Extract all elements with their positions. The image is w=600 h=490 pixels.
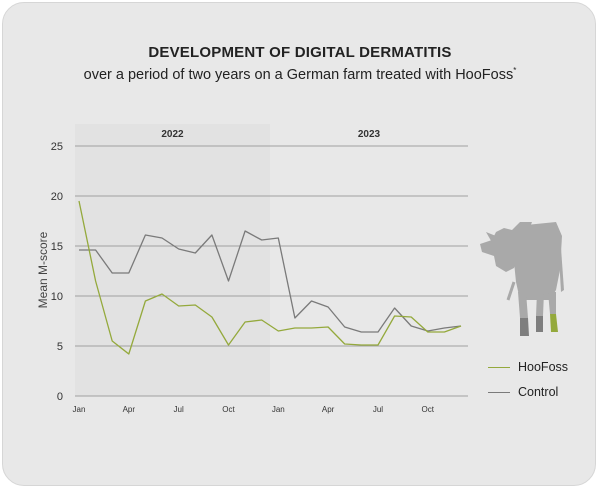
chart-title: DEVELOPMENT OF DIGITAL DERMATITIS: [148, 44, 452, 61]
year-label: 2022: [161, 129, 184, 140]
y-tick-label: 10: [51, 291, 63, 303]
legend-label-hoofoss: HooFoss: [518, 360, 569, 374]
year-label: 2023: [358, 129, 381, 140]
subtitle-text: over a period of two years on a German f…: [83, 66, 514, 83]
legend-item-control: Control: [488, 385, 558, 399]
legend-swatch-control: [488, 391, 510, 393]
subtitle-footnote-mark: *: [513, 66, 517, 75]
y-tick-label: 5: [57, 341, 63, 353]
x-tick-label: Apr: [123, 405, 136, 414]
x-tick-label: Jan: [272, 405, 285, 414]
y-tick-label: 20: [51, 191, 63, 203]
y-axis-label: Mean M-score: [36, 231, 50, 308]
year-2022-band: [75, 124, 270, 396]
series-line-hoofoss: [78, 200, 462, 355]
x-tick-label: Jan: [73, 405, 86, 414]
legend-swatch-hoofoss: [488, 366, 510, 368]
x-tick-label: Jul: [174, 405, 184, 414]
cow-silhouette-icon: [480, 222, 564, 336]
legend-item-hoofoss: HooFoss: [488, 360, 568, 374]
y-tick-label: 25: [51, 141, 63, 153]
x-tick-label: Oct: [222, 405, 235, 414]
legend-label-control: Control: [518, 385, 559, 399]
chart-subtitle: over a period of two years on a German f…: [0, 66, 600, 83]
year-labels: 2022 2023: [161, 129, 380, 140]
y-tick-labels: 0 5 10 15 20 25: [51, 141, 63, 403]
series-lines: [78, 200, 462, 355]
y-tick-label: 15: [51, 241, 63, 253]
x-tick-label: Jul: [373, 405, 383, 414]
x-tick-label: Apr: [322, 405, 335, 414]
x-tick-label: Oct: [422, 405, 435, 414]
x-tick-labels: Jan Apr Jul Oct Jan Apr Jul Oct: [73, 405, 435, 414]
y-tick-label: 0: [57, 391, 63, 403]
series-line-control: [79, 230, 462, 333]
